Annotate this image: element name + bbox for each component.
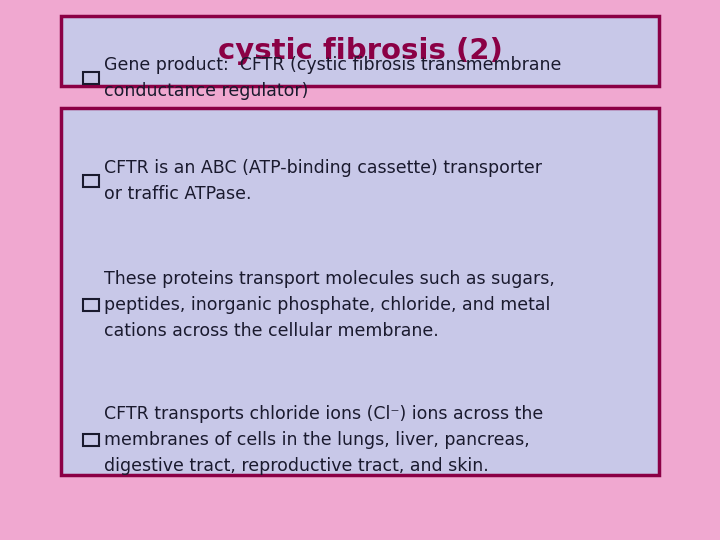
Text: These proteins transport molecules such as sugars,
peptides, inorganic phosphate: These proteins transport molecules such … xyxy=(104,271,555,340)
FancyBboxPatch shape xyxy=(83,175,99,187)
Text: Gene product:  CFTR (cystic fibrosis transmembrane
conductance regulator): Gene product: CFTR (cystic fibrosis tran… xyxy=(104,57,562,100)
FancyBboxPatch shape xyxy=(83,299,99,311)
Text: CFTR is an ABC (ATP-binding cassette) transporter
or traffic ATPase.: CFTR is an ABC (ATP-binding cassette) tr… xyxy=(104,159,542,202)
Text: cystic fibrosis (2): cystic fibrosis (2) xyxy=(217,37,503,65)
Text: CFTR transports chloride ions (Cl⁻) ions across the
membranes of cells in the lu: CFTR transports chloride ions (Cl⁻) ions… xyxy=(104,406,544,475)
FancyBboxPatch shape xyxy=(61,16,659,86)
FancyBboxPatch shape xyxy=(83,434,99,446)
FancyBboxPatch shape xyxy=(61,108,659,475)
FancyBboxPatch shape xyxy=(83,72,99,84)
